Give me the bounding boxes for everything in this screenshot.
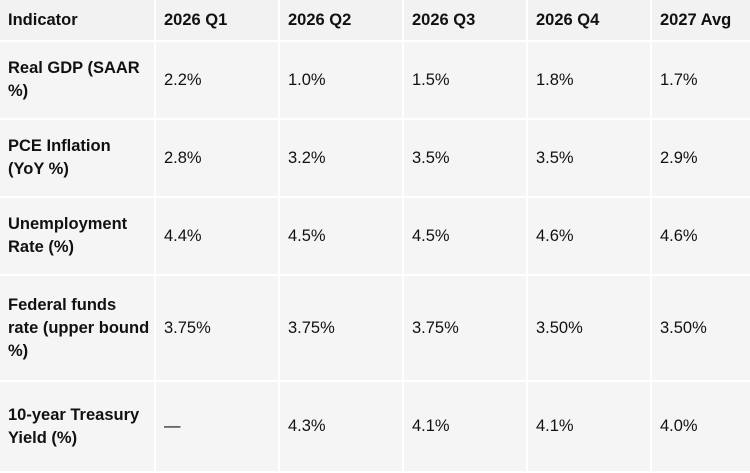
- table-header-row: Indicator 2026 Q1 2026 Q2 2026 Q3 2026 Q…: [0, 0, 750, 42]
- table-cell: 1.0%: [279, 41, 404, 120]
- header-2026-q3: 2026 Q3: [403, 0, 528, 42]
- header-2027-avg: 2027 Avg: [651, 0, 750, 42]
- row-label-real-gdp: Real GDP (SAAR %): [0, 41, 156, 120]
- table-row: 10-year Treasury Yield (%) — 4.3% 4.1% 4…: [0, 381, 750, 473]
- table-cell: 3.50%: [651, 275, 750, 382]
- table-cell: 3.50%: [527, 275, 652, 382]
- table-cell: 2.8%: [155, 119, 280, 198]
- table-cell: 4.6%: [527, 197, 652, 276]
- table-row: Real GDP (SAAR %) 2.2% 1.0% 1.5% 1.8% 1.…: [0, 41, 750, 120]
- table-cell: 4.5%: [403, 197, 528, 276]
- table-cell: 2.2%: [155, 41, 280, 120]
- table-cell: 4.4%: [155, 197, 280, 276]
- table-cell: 4.0%: [651, 381, 750, 473]
- table-cell: 4.1%: [403, 381, 528, 473]
- table-cell: 4.3%: [279, 381, 404, 473]
- table-cell: 4.6%: [651, 197, 750, 276]
- table-cell: 1.5%: [403, 41, 528, 120]
- table-cell: 2.9%: [651, 119, 750, 198]
- table-cell: 1.8%: [527, 41, 652, 120]
- table-cell: 3.75%: [403, 275, 528, 382]
- table-row: PCE Inflation (YoY %) 2.8% 3.2% 3.5% 3.5…: [0, 119, 750, 198]
- table-row: Federal funds rate (upper bound %) 3.75%…: [0, 275, 750, 382]
- table-cell: 4.5%: [279, 197, 404, 276]
- header-2026-q1: 2026 Q1: [155, 0, 280, 42]
- table-cell: 3.75%: [279, 275, 404, 382]
- table-cell: 1.7%: [651, 41, 750, 120]
- table-cell: 3.5%: [403, 119, 528, 198]
- header-2026-q4: 2026 Q4: [527, 0, 652, 42]
- row-label-pce-inflation: PCE Inflation (YoY %): [0, 119, 156, 198]
- row-label-10-year-treasury: 10-year Treasury Yield (%): [0, 381, 156, 473]
- table-cell: 3.5%: [527, 119, 652, 198]
- table-cell: 3.2%: [279, 119, 404, 198]
- table-cell: 3.75%: [155, 275, 280, 382]
- header-indicator: Indicator: [0, 0, 156, 42]
- row-label-federal-funds-rate: Federal funds rate (upper bound %): [0, 275, 156, 382]
- row-label-unemployment: Unemployment Rate (%): [0, 197, 156, 276]
- header-2026-q2: 2026 Q2: [279, 0, 404, 42]
- table-row: Unemployment Rate (%) 4.4% 4.5% 4.5% 4.6…: [0, 197, 750, 276]
- table-cell: —: [155, 381, 280, 473]
- table-cell: 4.1%: [527, 381, 652, 473]
